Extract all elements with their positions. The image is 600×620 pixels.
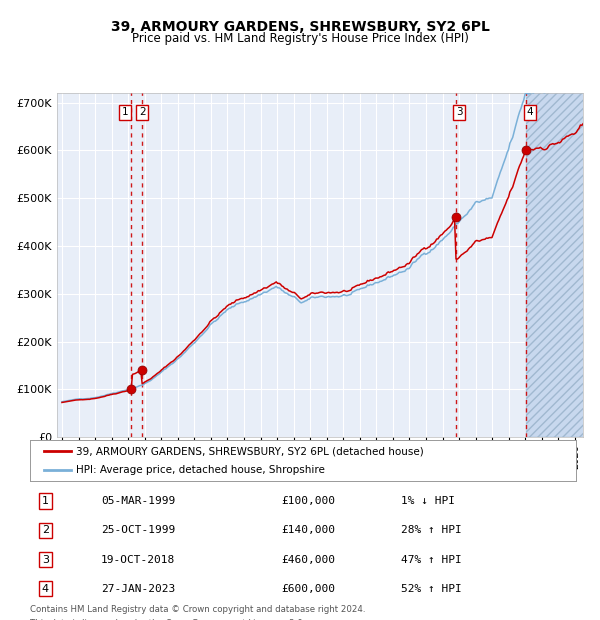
Text: 05-MAR-1999: 05-MAR-1999 [101, 496, 175, 507]
Text: 52% ↑ HPI: 52% ↑ HPI [401, 583, 462, 594]
Text: 2: 2 [42, 525, 49, 536]
Text: 1: 1 [42, 496, 49, 507]
Text: £100,000: £100,000 [281, 496, 335, 507]
Text: 39, ARMOURY GARDENS, SHREWSBURY, SY2 6PL (detached house): 39, ARMOURY GARDENS, SHREWSBURY, SY2 6PL… [76, 446, 424, 456]
Bar [526, 93, 600, 437]
Text: This data is licensed under the Open Government Licence v3.0.: This data is licensed under the Open Gov… [30, 619, 305, 620]
Text: £600,000: £600,000 [281, 583, 335, 594]
Text: 1% ↓ HPI: 1% ↓ HPI [401, 496, 455, 507]
Text: £460,000: £460,000 [281, 554, 335, 565]
Text: 27-JAN-2023: 27-JAN-2023 [101, 583, 175, 594]
Text: 3: 3 [42, 554, 49, 565]
Text: £140,000: £140,000 [281, 525, 335, 536]
Bar [526, 93, 600, 437]
Text: 2: 2 [139, 107, 146, 117]
Text: 39, ARMOURY GARDENS, SHREWSBURY, SY2 6PL: 39, ARMOURY GARDENS, SHREWSBURY, SY2 6PL [110, 20, 490, 34]
Text: 1: 1 [122, 107, 128, 117]
Text: 47% ↑ HPI: 47% ↑ HPI [401, 554, 462, 565]
Text: Price paid vs. HM Land Registry's House Price Index (HPI): Price paid vs. HM Land Registry's House … [131, 32, 469, 45]
Text: 4: 4 [526, 107, 533, 117]
Text: 25-OCT-1999: 25-OCT-1999 [101, 525, 175, 536]
Text: 3: 3 [456, 107, 463, 117]
Text: 28% ↑ HPI: 28% ↑ HPI [401, 525, 462, 536]
Text: Contains HM Land Registry data © Crown copyright and database right 2024.: Contains HM Land Registry data © Crown c… [30, 605, 365, 614]
Text: 19-OCT-2018: 19-OCT-2018 [101, 554, 175, 565]
Text: HPI: Average price, detached house, Shropshire: HPI: Average price, detached house, Shro… [76, 466, 325, 476]
Text: 4: 4 [42, 583, 49, 594]
